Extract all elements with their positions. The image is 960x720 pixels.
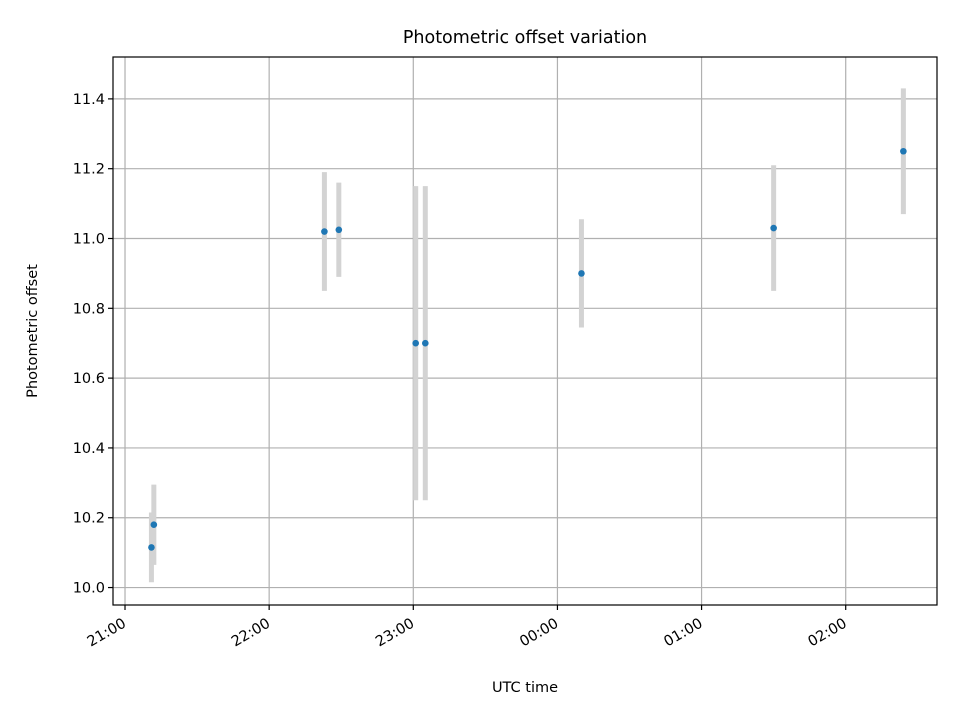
y-ticks: 10.0 10.2 10.4 10.6 10.8 11.0 11.2 11.4: [73, 92, 113, 597]
data-point: [335, 226, 343, 234]
y-axis-label: Photometric offset: [25, 264, 41, 398]
data-point: [150, 521, 158, 529]
y-tick-label: 10.6: [73, 371, 105, 387]
x-tick-label: 22:00: [229, 616, 273, 651]
x-axis-label: UTC time: [492, 680, 558, 696]
y-tick-label: 11.4: [73, 92, 105, 108]
data-point: [770, 224, 777, 232]
x-tick-label: 21:00: [85, 616, 129, 651]
markers: [148, 147, 907, 551]
data-point: [578, 270, 585, 277]
data-point: [422, 339, 429, 347]
grid: [113, 57, 937, 605]
y-tick-label: 10.8: [73, 301, 105, 317]
y-tick-label: 11.0: [73, 232, 105, 248]
y-tick-label: 10.2: [73, 511, 105, 527]
y-tick-label: 10.0: [73, 581, 105, 597]
data-point: [412, 339, 419, 347]
y-tick-label: 11.2: [73, 162, 105, 178]
data-point: [148, 544, 155, 551]
x-tick-label: 23:00: [373, 616, 417, 651]
x-tick-label: 00:00: [517, 616, 561, 651]
plot-frame: [112, 56, 938, 606]
x-ticks: 21:00 22:00 23:00 00:00 01:00 02:00: [85, 605, 850, 650]
errorbars: [148, 88, 906, 583]
chart-title: Photometric offset variation: [403, 28, 647, 48]
x-tick-label: 02:00: [806, 616, 850, 651]
y-tick-label: 10.4: [73, 441, 105, 457]
x-tick-label: 01:00: [661, 616, 705, 651]
data-point: [321, 228, 328, 235]
data-point: [900, 147, 907, 155]
